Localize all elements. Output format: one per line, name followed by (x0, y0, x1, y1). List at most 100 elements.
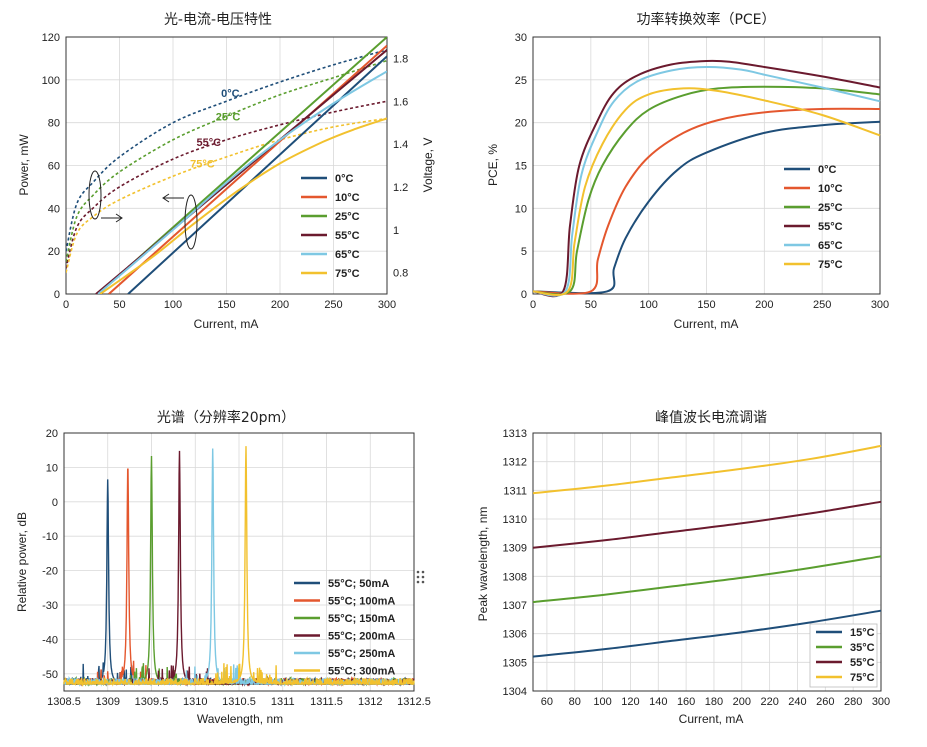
liv-x-tick-label: 150 (217, 299, 235, 311)
pce-y-tick-label: 15 (515, 161, 527, 173)
tuning-x-tick-label: 100 (593, 696, 611, 708)
liv-x-tick-label: 200 (271, 299, 289, 311)
spectrum-chart: 光谱（分辨率20pm） Wavelength, nm Relative powe… (15, 409, 431, 726)
pce-series-line (532, 120, 881, 295)
liv-chart-title: 光-电流-电压特性 (164, 12, 272, 28)
tuning-x-tick-label: 80 (569, 696, 581, 708)
spectrum-x-tick-label: 1309.5 (135, 696, 169, 708)
tuning-x-tick-label: 120 (621, 696, 639, 708)
liv-x-tick-label: 250 (324, 299, 342, 311)
tuning-chart: 峰值波长电流调谐 Current, mA Peak wavelength, nm… (476, 410, 890, 726)
liv-y-tick-label: 20 (48, 246, 60, 258)
tuning-x-tick-label: 300 (872, 696, 890, 708)
liv-y2-tick-label: 1.2 (393, 182, 408, 194)
liv-x-tick-label: 300 (378, 299, 396, 311)
spectrum-y-tick-label: -40 (42, 634, 58, 646)
spectrum-x-tick-label: 1309 (96, 696, 120, 708)
tuning-x-tick-label: 280 (844, 696, 862, 708)
pce-series-line (532, 85, 881, 296)
pce-series-line (532, 107, 881, 295)
drag-handle-icon[interactable] (416, 570, 425, 584)
pce-legend-label: 25°C (818, 202, 843, 214)
pce-x-tick-label: 150 (697, 299, 715, 311)
spectrum-legend-label: 55°C; 200mA (328, 631, 395, 643)
tuning-plot-frame (532, 432, 882, 692)
tuning-x-tick-label: 220 (760, 696, 778, 708)
pce-x-tick-label: 250 (813, 299, 831, 311)
liv-voltage-line (66, 100, 387, 269)
spectrum-x-tick-label: 1308.5 (47, 696, 81, 708)
liv-voltage-line (66, 59, 387, 263)
spectrum-x-tick-label: 1312 (358, 696, 382, 708)
tuning-x-tick-label: 140 (649, 696, 667, 708)
liv-y-tick-label: 40 (48, 203, 60, 215)
tuning-x-tick-label: 260 (816, 696, 834, 708)
spectrum-x-tick-label: 1311 (271, 696, 295, 708)
liv-voltage-line (66, 117, 387, 273)
pce-y-tick-label: 10 (515, 203, 527, 215)
tuning-y-tick-label: 1309 (503, 543, 527, 555)
tuning-x-tick-label: 200 (733, 696, 751, 708)
spectrum-x-tick-label: 1310 (183, 696, 207, 708)
liv-plot-frame (65, 36, 388, 295)
liv-voltage-group-ellipse (88, 170, 102, 220)
spectrum-y-tick-label: -30 (42, 600, 58, 612)
spectrum-legend-label: 55°C; 100mA (328, 596, 395, 608)
liv-power-line (99, 117, 387, 294)
pce-x-axis-label: Current, mA (674, 317, 739, 331)
tuning-x-axis-label: Current, mA (679, 712, 744, 726)
liv-legend-label: 25°C (335, 211, 360, 223)
liv-voltage-annotation: 75°C (190, 159, 215, 171)
pce-x-tick-label: 50 (585, 299, 597, 311)
liv-y2-axis-label: Voltage, V (421, 138, 435, 193)
liv-voltage-line (66, 49, 387, 252)
liv-y2-tick-label: 1.4 (393, 139, 408, 151)
pce-legend-label: 0°C (818, 164, 837, 176)
liv-y2-tick-label: 0.8 (393, 268, 408, 280)
tuning-y-tick-label: 1312 (503, 457, 527, 469)
liv-y2-tick-label: 1.6 (393, 96, 408, 108)
liv-y-axis-label: Power, mW (17, 134, 31, 196)
tuning-y-tick-label: 1307 (503, 600, 527, 612)
pce-x-tick-label: 200 (755, 299, 773, 311)
spectrum-y-axis-label: Relative power, dB (15, 512, 29, 612)
liv-y-tick-label: 0 (54, 289, 60, 301)
spectrum-series-line (63, 446, 415, 687)
tuning-y-tick-label: 1313 (503, 428, 527, 440)
spectrum-y-tick-label: 20 (46, 428, 58, 440)
tuning-series-line (532, 609, 882, 658)
spectrum-y-tick-label: -20 (42, 566, 58, 578)
pce-x-tick-label: 0 (530, 299, 536, 311)
pce-y-tick-label: 25 (515, 75, 527, 87)
spectrum-y-tick-label: 0 (52, 497, 58, 509)
spectrum-x-tick-label: 1310.5 (222, 696, 256, 708)
spectrum-legend-label: 55°C; 150mA (328, 613, 395, 625)
liv-power-line (95, 49, 387, 294)
pce-y-axis-label: PCE, % (486, 144, 500, 186)
liv-y2-tick-label: 1.8 (393, 53, 408, 65)
liv-legend-label: 0°C (335, 173, 354, 185)
liv-voltage-annotation: 0°C (221, 88, 240, 100)
spectrum-y-tick-label: -10 (42, 531, 58, 543)
pce-chart: 功率转换效率（PCE） Current, mA PCE, % 0 50 100 150… (486, 11, 889, 331)
pce-y-tick-label: 0 (521, 289, 527, 301)
tuning-x-tick-label: 180 (705, 696, 723, 708)
pce-x-tick-label: 100 (639, 299, 657, 311)
spectrum-y-tick-label: 10 (46, 462, 58, 474)
pce-x-tick-label: 300 (871, 299, 889, 311)
liv-y-tick-label: 120 (42, 32, 60, 44)
tuning-x-tick-label: 60 (541, 696, 553, 708)
tuning-x-tick-label: 240 (788, 696, 806, 708)
tuning-y-tick-label: 1310 (503, 514, 527, 526)
pce-legend-label: 65°C (818, 240, 843, 252)
tuning-legend-label: 55°C (850, 657, 875, 669)
tuning-y-tick-label: 1308 (503, 571, 527, 583)
pce-legend-label: 75°C (818, 259, 843, 271)
spectrum-chart-title: 光谱（分辨率20pm） (157, 409, 295, 426)
tuning-series-line (532, 555, 882, 604)
spectrum-legend-label: 55°C; 50mA (328, 578, 389, 590)
liv-voltage-annotation: 25°C (216, 112, 241, 124)
liv-y-tick-label: 100 (42, 75, 60, 87)
tuning-legend-label: 35°C (850, 642, 875, 654)
